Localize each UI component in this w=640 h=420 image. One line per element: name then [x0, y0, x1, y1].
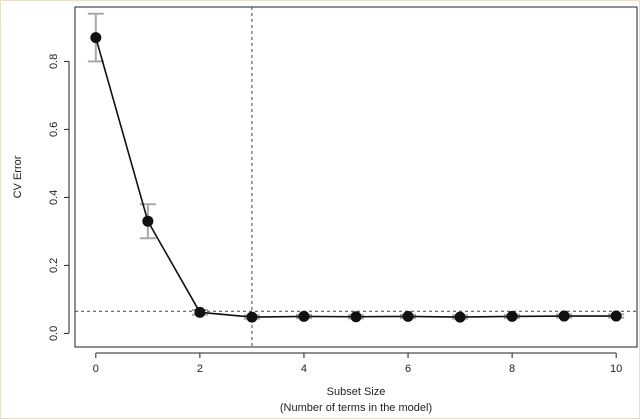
- x-tick-label: 6: [405, 363, 411, 375]
- data-point: [90, 32, 102, 44]
- y-tick-label: 0.8: [48, 54, 60, 69]
- y-axis: 0.0 0.2 0.4 0.6 0.8: [48, 54, 70, 341]
- data-point: [402, 310, 414, 322]
- plot-box: [74, 6, 638, 348]
- x-axis: 0 2 4 6 8 10: [93, 352, 622, 375]
- data-point: [558, 310, 570, 322]
- data-point: [506, 310, 518, 322]
- data-points: [90, 32, 622, 323]
- y-axis-title: CV Error: [12, 155, 24, 198]
- data-point: [194, 306, 206, 318]
- data-point: [246, 311, 258, 323]
- x-tick-label: 0: [93, 363, 99, 375]
- x-tick-label: 2: [197, 363, 203, 375]
- y-tick-label: 0.2: [48, 258, 60, 273]
- error-bars: [87, 12, 625, 320]
- data-point: [298, 310, 310, 322]
- x-tick-label: 10: [610, 363, 622, 375]
- reference-lines: [75, 7, 637, 347]
- x-axis-subtitle: (Number of terms in the model): [280, 402, 432, 414]
- y-tick-label: 0.6: [48, 122, 60, 137]
- data-point: [610, 310, 622, 322]
- x-tick-label: 8: [509, 363, 515, 375]
- y-tick-label: 0.4: [48, 190, 60, 205]
- x-tick-label: 4: [301, 363, 307, 375]
- data-point: [454, 311, 466, 323]
- data-point: [142, 215, 154, 227]
- data-point: [350, 311, 362, 323]
- cv-error-line: [95, 37, 617, 318]
- x-axis-title: Subset Size: [327, 386, 386, 398]
- y-tick-label: 0.0: [48, 326, 60, 341]
